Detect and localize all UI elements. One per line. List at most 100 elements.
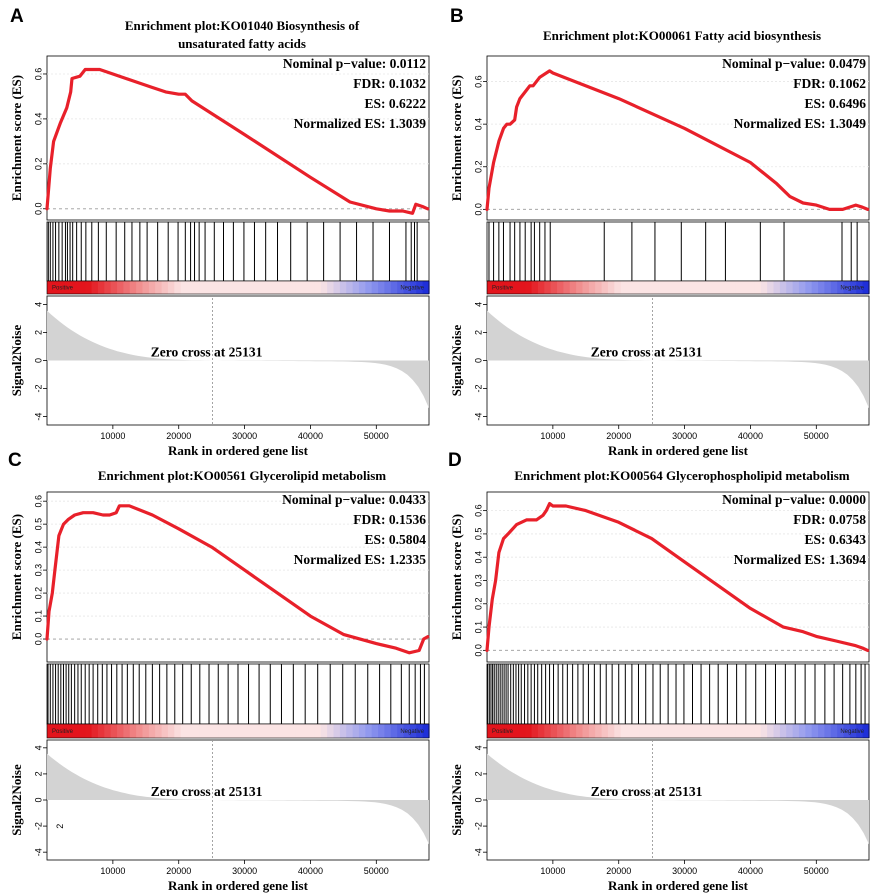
heatmap-cell [627, 724, 635, 738]
xtick-label: 50000 [364, 866, 389, 876]
heatmap-cell [557, 724, 564, 738]
heatmap-cell [671, 724, 679, 738]
heatmap-cell [703, 281, 711, 294]
heatmap-cell [409, 281, 417, 294]
heatmap-cell [658, 724, 666, 738]
heatmap-cell [646, 281, 654, 294]
heatmap-cell [161, 281, 169, 294]
hits-frame [46, 221, 430, 282]
heatmap-cell [218, 281, 226, 294]
heatmap-cell [652, 724, 660, 738]
s2n-ytick-label: 4 [33, 745, 43, 750]
hits-frame [486, 221, 870, 282]
s2n-area [47, 753, 429, 845]
heatmap-cell [709, 281, 717, 294]
stat-text: Nominal p−value: 0.0112 [283, 56, 426, 71]
stat-text: FDR: 0.1032 [353, 76, 426, 91]
panel-letter: D [448, 450, 462, 471]
heatmap-cell [830, 281, 838, 294]
heatmap-cell [301, 281, 309, 294]
heatmap-cell [544, 281, 552, 294]
xtick-label: 40000 [738, 431, 763, 441]
zero-cross-label: Zero cross at 25131 [151, 784, 263, 799]
heatmap-cell [225, 281, 233, 294]
es-curve [485, 69, 870, 211]
s2n-ytick-label: -4 [33, 413, 43, 421]
s2n-ytick-label: -2 [33, 385, 43, 393]
s2n-ytick-label: 4 [473, 745, 483, 750]
plot-title-line: unsaturated fatty acids [178, 36, 306, 51]
stat-text: Normalized ES: 1.2335 [294, 552, 427, 567]
heatmap-cell [155, 281, 163, 294]
stat-text: ES: 0.6343 [804, 532, 866, 547]
heatmap-cell [786, 281, 794, 294]
heatmap-cell [193, 724, 201, 738]
xtick-label: 30000 [232, 866, 257, 876]
heatmap-cell [339, 281, 347, 294]
heatmap-cell [735, 281, 743, 294]
heatmap-cell [346, 724, 354, 738]
es-axis-label: Enrichment score (ES) [9, 75, 24, 201]
stat-text: FDR: 0.1062 [793, 76, 866, 91]
heatmap-negative-label: Negative [840, 286, 864, 292]
heatmap-cell [849, 281, 857, 294]
es-ytick-label: 0.0 [33, 203, 43, 216]
heatmap-cell [741, 281, 749, 294]
heatmap-cell [104, 724, 112, 738]
es-ytick-label: 0.1 [473, 621, 483, 634]
heatmap-cell [53, 281, 61, 294]
es-ytick-label: 0.6 [33, 68, 43, 81]
heatmap-cell [582, 281, 590, 294]
hits-frame [486, 663, 870, 725]
heatmap-cell [544, 724, 552, 738]
heatmap-cell [735, 724, 743, 738]
heatmap-cell [53, 724, 61, 738]
stat-text: Nominal p−value: 0.0479 [722, 56, 866, 71]
heatmap-cell [557, 281, 564, 294]
xtick-label: 20000 [606, 866, 631, 876]
s2n-axis-label: Signal2Noise [449, 764, 464, 836]
heatmap-cell [767, 724, 775, 738]
heatmap-cell [665, 724, 673, 738]
heatmap-cell [767, 281, 775, 294]
heatmap-cell [862, 724, 870, 738]
heatmap-cell [518, 724, 526, 738]
heatmap-cell [499, 724, 507, 738]
heatmap-cell [155, 724, 163, 738]
heatmap-frame [46, 723, 430, 739]
heatmap-cell [276, 724, 284, 738]
heatmap-cell [365, 724, 373, 738]
es-curve [45, 504, 430, 655]
heatmap-cell [352, 724, 360, 738]
heatmap-cell [741, 724, 749, 738]
heatmap-cell [416, 281, 424, 294]
heatmap-cell [333, 281, 341, 294]
heatmap-cell [384, 281, 392, 294]
heatmap-cell [85, 281, 93, 294]
panel-letter: C [8, 450, 22, 471]
s2n-ytick-label: -4 [473, 413, 483, 421]
s2n-ytick-label: -2 [33, 822, 43, 830]
heatmap-negative-label: Negative [400, 729, 424, 735]
heatmap-cell [862, 281, 870, 294]
plot-title-line: Enrichment plot:KO00561 Glycerolipid met… [98, 468, 386, 483]
plot-title-line: Enrichment plot:KO00061 Fatty acid biosy… [543, 28, 821, 43]
heatmap-cell [390, 281, 398, 294]
xtick-label: 20000 [166, 431, 191, 441]
heatmap-cell [582, 724, 590, 738]
stat-text: Normalized ES: 1.3694 [734, 552, 867, 567]
heatmap-cell [97, 724, 105, 738]
s2n-axis-label: Signal2Noise [9, 764, 24, 836]
heatmap-cell [403, 724, 411, 738]
heatmap-cell [238, 724, 245, 738]
heatmap-cell [487, 281, 494, 294]
heatmap-cell [531, 281, 539, 294]
heatmap-cell [506, 281, 514, 294]
heatmap-cell [760, 281, 768, 294]
heatmap-cell [614, 724, 622, 738]
heatmap-cell [308, 724, 315, 738]
xtick-label: 40000 [738, 866, 763, 876]
heatmap-cell [690, 724, 698, 738]
heatmap-cell [352, 281, 360, 294]
heatmap-cell [231, 724, 239, 738]
